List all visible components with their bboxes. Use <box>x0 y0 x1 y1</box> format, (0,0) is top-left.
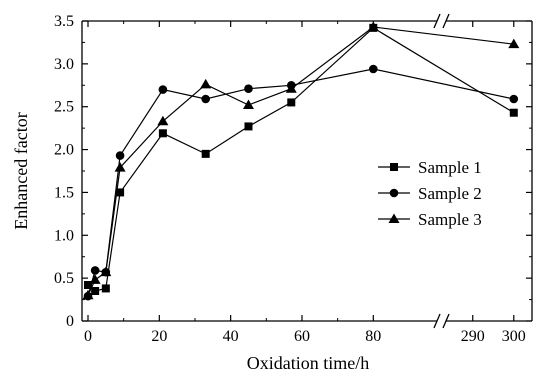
y-axis-label: Enhanced factor <box>11 112 31 229</box>
data-point <box>509 108 518 117</box>
y-tick-label: 2.0 <box>54 142 74 159</box>
y-tick-label: 0.5 <box>54 270 74 287</box>
data-point <box>82 289 94 300</box>
x-tick-label: 20 <box>151 328 167 345</box>
data-point <box>242 99 254 109</box>
x-tick-label: 60 <box>294 328 310 345</box>
series-3 <box>82 21 520 300</box>
data-point <box>115 151 125 160</box>
legend-item: Sample 1 <box>378 158 482 177</box>
x-tick-label: 40 <box>223 328 239 345</box>
data-point <box>100 266 112 277</box>
break-stroke <box>433 313 441 329</box>
y-tick-label: 1.0 <box>54 227 74 244</box>
data-point <box>369 64 378 74</box>
y-tick-label: 3.0 <box>54 56 74 73</box>
x-tick-label: 300 <box>502 328 526 345</box>
series-line <box>87 68 514 297</box>
data-point <box>89 274 101 284</box>
data-point <box>508 38 520 49</box>
legend-label: Sample 3 <box>418 210 482 229</box>
legend-item: Sample 3 <box>378 210 482 229</box>
legend-marker <box>388 213 400 223</box>
axis-break-top <box>433 13 450 29</box>
legend-marker <box>389 188 399 198</box>
data-point <box>287 98 296 107</box>
data-point <box>101 284 110 293</box>
data-point <box>84 281 92 289</box>
legend-label: Sample 1 <box>418 158 482 177</box>
data-point <box>285 83 297 93</box>
legend-label: Sample 2 <box>418 184 482 203</box>
y-tick-label: 1.5 <box>54 184 74 201</box>
data-point <box>244 122 253 131</box>
break-stroke <box>442 313 450 329</box>
series-1 <box>84 23 518 295</box>
legend-item: Sample 2 <box>378 184 482 203</box>
x-axis-label: Oxidation time/h <box>247 353 369 373</box>
data-point <box>158 85 168 94</box>
axis-break-bottom <box>433 313 450 329</box>
data-point <box>91 287 100 295</box>
data-point <box>158 129 167 138</box>
x-tick-label: 290 <box>461 328 485 345</box>
data-point <box>244 84 253 94</box>
x-tick-label: 0 <box>84 328 92 345</box>
series-layer <box>82 21 520 301</box>
series-line <box>87 27 515 292</box>
data-point <box>157 115 169 126</box>
y-tick-label: 3.5 <box>54 13 74 30</box>
y-tick-label: 0 <box>66 313 74 330</box>
data-point <box>201 149 210 158</box>
data-point <box>90 266 100 275</box>
data-point <box>509 94 519 104</box>
data-point <box>116 188 125 197</box>
x-tick-label: 80 <box>365 328 381 345</box>
break-stroke <box>433 13 441 29</box>
break-stroke <box>442 13 450 29</box>
series-2 <box>83 64 519 301</box>
legend: Sample 1 Sample 2 Sample 3 <box>378 158 482 229</box>
legend-marker <box>390 163 398 171</box>
data-point <box>367 21 379 31</box>
data-point <box>114 162 126 172</box>
data-point <box>200 78 212 89</box>
y-tick-label: 2.5 <box>54 99 74 116</box>
axes: 0 0.5 1.0 1.5 2.0 2.5 3.0 3.5 0 20 40 60 80 290 300 <box>54 13 533 345</box>
data-point <box>201 94 210 104</box>
